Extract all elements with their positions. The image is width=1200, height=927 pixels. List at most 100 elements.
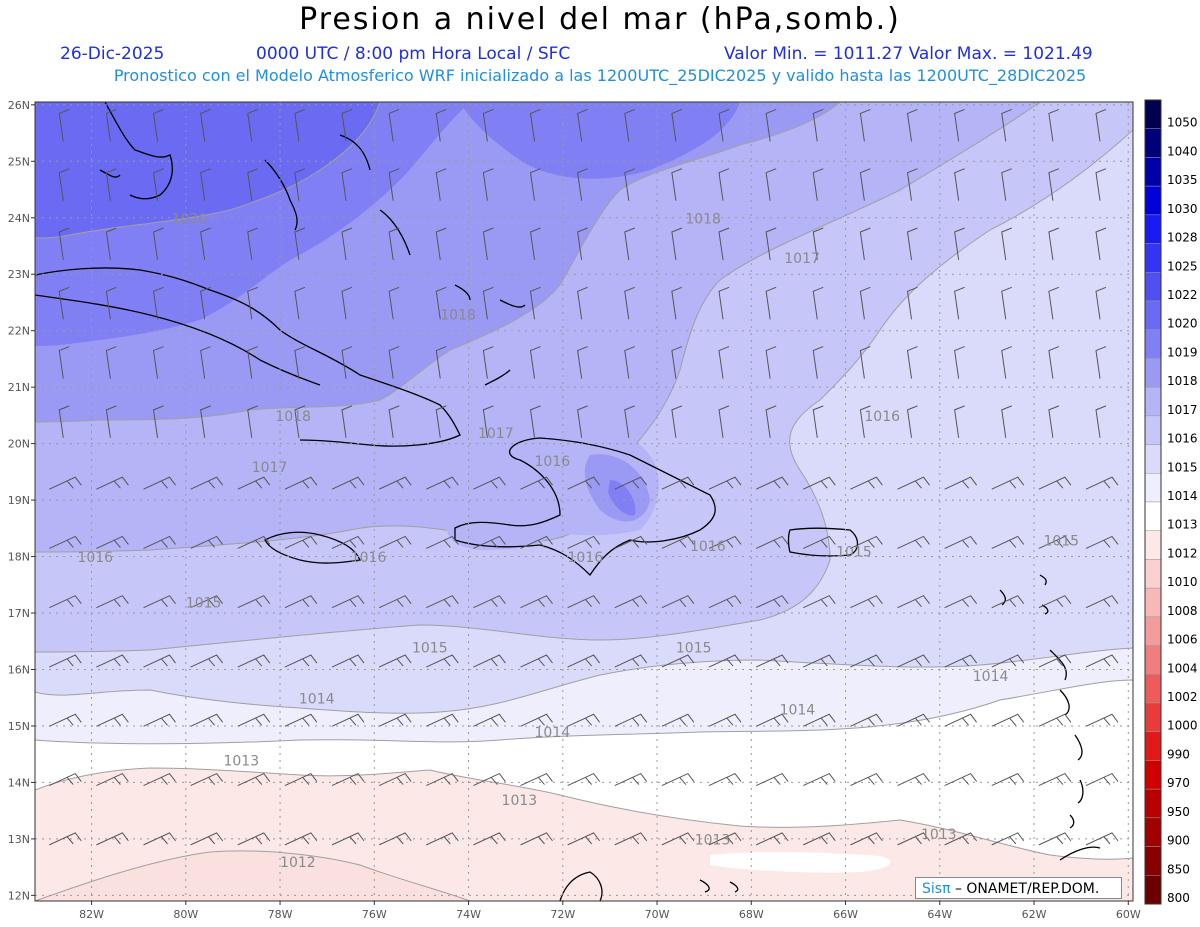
wind-barb [152,346,164,379]
wind-barb [708,476,742,490]
wind-barb [237,832,271,846]
band-1017-hispaniola [380,406,659,550]
pressure-shading [35,102,1133,901]
contour-label: 1014 [973,669,1009,685]
lesser-antilles [999,574,1084,829]
wind-barb [426,476,459,490]
wind-barb [284,476,318,490]
wind-barb [897,535,930,549]
wind-barb [624,108,635,142]
date-label: 26-Dic-2025 [60,44,165,64]
wind-barb [482,286,494,320]
south-america-coast [559,846,1101,901]
wind-barb [812,346,824,379]
wind-barb [671,346,683,379]
contour-label: 1015 [836,545,872,561]
wind-barb [859,108,871,142]
lon-tick-label: 72W [550,908,575,921]
legend-swatch [1144,760,1162,790]
wind-barb [284,654,318,668]
wind-barb [1001,346,1012,379]
lat-tick-label: 25N [8,155,30,168]
legend-label: 1025 [1167,259,1198,273]
wind-barb [850,535,883,549]
wind-barb [897,654,930,668]
wind-barb [473,832,506,846]
legend-label: 1014 [1167,489,1198,503]
lon-tick-label: 76W [362,908,387,921]
wind-barb [49,535,82,549]
time-info: 0000 UTC / 8:00 pm Hora Local / SFC [256,44,571,64]
contour-label: 1016 [77,550,113,566]
wind-barb [1085,713,1119,727]
wind-barb [435,227,447,261]
wind-barb [567,595,601,609]
model-info: Pronostico con el Modelo Atmosferico WRF… [113,66,1087,85]
wind-barb [190,832,224,846]
wind-barb [435,346,447,379]
wind-barb [906,405,918,438]
legend-swatch [1144,272,1162,302]
wind-barb [341,346,353,379]
wind-barb [897,832,930,846]
wind-barb [482,346,494,379]
wind-barb [991,713,1025,727]
legend-label: 1010 [1167,575,1198,589]
contour-label: 1015 [186,595,222,611]
wind-barb [190,772,224,787]
wind-barb [991,832,1025,846]
lat-tick-label: 21N [8,381,30,394]
legend-label: 1050 [1167,116,1198,130]
wind-barb [859,227,871,261]
wind-barb [200,108,211,142]
contour-label: 1017 [478,426,514,442]
wind-barb [614,772,648,787]
wind-barb [378,476,412,490]
wind-barb [954,168,965,201]
wind-barb [237,476,271,490]
legend-swatch [1144,99,1162,129]
legend-label: 1020 [1167,317,1198,331]
wind-barb [152,168,164,201]
wind-barb [426,832,459,846]
contour-label: 1013 [223,753,259,769]
legend-swatch [1144,530,1162,560]
wind-barb [661,535,695,549]
wind-barb [614,713,648,727]
wind-barb [529,286,541,320]
wind-barb [247,346,258,379]
wind-barb [671,405,683,438]
wind-barb [850,476,883,490]
wind-barb [247,286,258,320]
legend-label: 1040 [1167,144,1198,158]
wind-barb [482,108,494,142]
wind-barb [152,108,164,142]
wind-barb [755,713,789,727]
wind-barb [859,405,871,438]
lon-tick-label: 62W [1022,908,1047,921]
legend-swatch [1144,157,1162,187]
wind-barb [473,535,506,549]
wind-barb [247,227,258,261]
wind-barb [1095,227,1107,261]
lat-tick-label: 17N [8,607,30,620]
wind-barb [850,595,883,609]
legend-swatch [1144,473,1162,503]
wind-barb [58,108,70,142]
wind-barb [708,595,742,609]
contour-label: 1018 [685,211,721,227]
legend-label: 1002 [1167,690,1198,704]
wind-barb [190,595,224,609]
wind-barb [614,476,648,490]
wind-barb [708,713,742,727]
wind-barb [190,713,224,727]
wind-barb [859,346,871,379]
wind-barb [96,713,129,727]
legend-swatch [1144,788,1162,819]
wind-barb [624,168,635,201]
legend-swatch [1144,415,1162,445]
wind-barb [1048,108,1060,142]
wind-barb [671,108,683,142]
legend-swatch [1144,214,1162,244]
